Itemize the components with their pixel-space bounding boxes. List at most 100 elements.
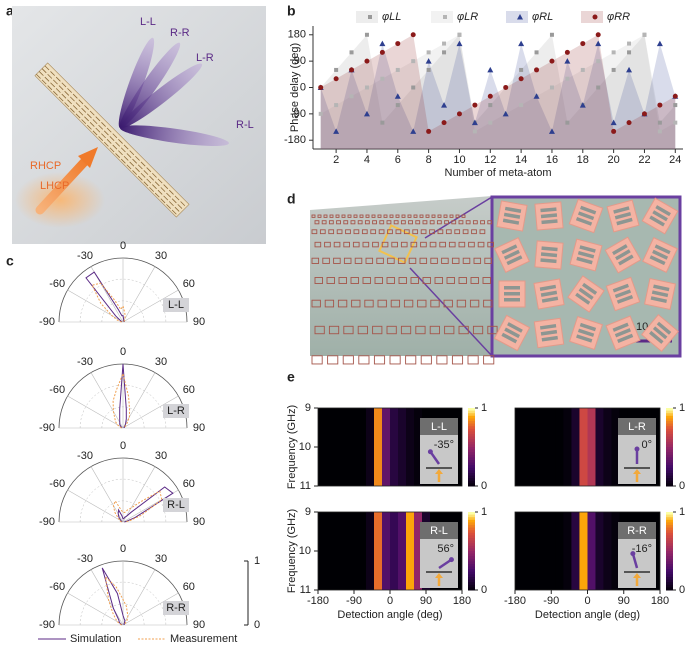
cell-bar	[501, 244, 518, 255]
colorbar-step	[468, 436, 475, 440]
heat-cell	[515, 512, 524, 590]
heat-cell	[563, 408, 572, 486]
label-box	[163, 404, 189, 418]
heat-cell	[374, 512, 382, 590]
colorbar-step	[468, 473, 475, 477]
unit-cell	[361, 229, 368, 235]
colorbar-step	[666, 558, 673, 562]
marker	[580, 67, 585, 72]
legend-swatch	[581, 11, 603, 23]
colorbar-step	[468, 467, 475, 471]
polar-curve	[117, 486, 174, 523]
marker	[519, 103, 524, 108]
unit-cell	[328, 229, 335, 235]
heat-cell	[531, 408, 540, 486]
colorbar-step	[666, 436, 673, 440]
unit-cell	[487, 220, 493, 225]
x-tick-label: -180	[504, 595, 526, 607]
colorbar-step	[468, 538, 475, 542]
unit-cell	[429, 220, 435, 225]
marker	[425, 58, 432, 64]
marker	[502, 110, 509, 117]
inset-label: L-R	[628, 421, 646, 433]
marker	[595, 32, 601, 38]
colorbar-step	[666, 413, 673, 417]
theta-tick-label: 30	[155, 356, 167, 368]
cell-bar	[652, 249, 669, 260]
colorbar-step	[468, 530, 475, 534]
marker	[641, 111, 647, 117]
y-tick-label: 10	[299, 441, 311, 453]
marker	[657, 129, 662, 134]
unit-cell	[405, 355, 417, 365]
marker	[518, 40, 525, 47]
marker	[596, 85, 601, 90]
unit-cell	[494, 237, 530, 273]
colorbar-step	[666, 470, 673, 474]
unit-cell	[482, 277, 491, 284]
colorbar-step	[666, 428, 673, 432]
colorbar-step	[468, 543, 475, 547]
heat-cell	[366, 512, 374, 590]
x-tick-label: 20	[608, 154, 620, 166]
colorbar-step	[666, 418, 673, 422]
unit-cell	[458, 277, 467, 284]
polar-curve	[112, 371, 131, 429]
colorbar-step	[666, 519, 673, 523]
cell-bar	[652, 326, 668, 340]
colorbar-step	[468, 418, 475, 422]
colorbar-step	[666, 465, 673, 469]
heat-cell	[350, 512, 358, 590]
unit-cell	[359, 214, 364, 218]
colorbar-step	[468, 457, 475, 461]
colorbar-step	[666, 571, 673, 575]
x-tick-label: -90	[346, 595, 362, 607]
theta-tick-label: 90	[193, 316, 205, 328]
inset-label-box	[420, 522, 458, 539]
colorbar-step	[468, 540, 475, 544]
unit-cell	[338, 277, 347, 284]
unit-cell	[314, 277, 323, 284]
colorbar-step	[468, 470, 475, 474]
cell-bar	[576, 334, 593, 343]
x-tick-label: 14	[515, 154, 527, 166]
beam-label: R-R	[170, 27, 190, 39]
unit-cell	[461, 214, 466, 218]
cell-bar	[540, 207, 557, 213]
unit-cell	[343, 241, 350, 248]
theta-tick-label: 0	[120, 346, 126, 358]
unit-cell	[422, 277, 431, 284]
heat-cell	[406, 512, 414, 590]
cell-bar	[579, 245, 596, 253]
marker	[579, 102, 586, 108]
colorbar-step	[666, 551, 673, 555]
marker	[379, 49, 385, 55]
unit-cell	[448, 241, 456, 248]
unit-cell	[386, 277, 395, 284]
unit-cell	[425, 214, 430, 218]
unit-cell	[436, 220, 442, 225]
r-tick-label: 1	[254, 555, 260, 567]
colorbar-step	[666, 431, 673, 435]
heat-cell	[595, 512, 604, 590]
unit-cell	[408, 220, 413, 225]
unit-cell	[533, 317, 565, 349]
beam-lobes	[118, 37, 229, 146]
cell-bar	[577, 250, 595, 259]
unit-cell	[311, 229, 318, 235]
colorbar-step	[468, 465, 475, 469]
colorbar-label: 0	[481, 480, 487, 492]
unit-cell	[419, 257, 428, 264]
unit-cell	[353, 229, 360, 235]
marker	[626, 66, 633, 73]
x-tick-label: 18	[577, 154, 589, 166]
polar-grid	[67, 395, 124, 429]
marker	[410, 128, 417, 134]
marker	[363, 110, 370, 117]
unit-cell	[328, 220, 334, 225]
marker	[627, 41, 632, 46]
colorbar-step	[468, 519, 475, 523]
y-tick-label: -90	[290, 108, 306, 120]
cell-bar	[649, 255, 666, 266]
colorbar-step	[666, 525, 673, 529]
